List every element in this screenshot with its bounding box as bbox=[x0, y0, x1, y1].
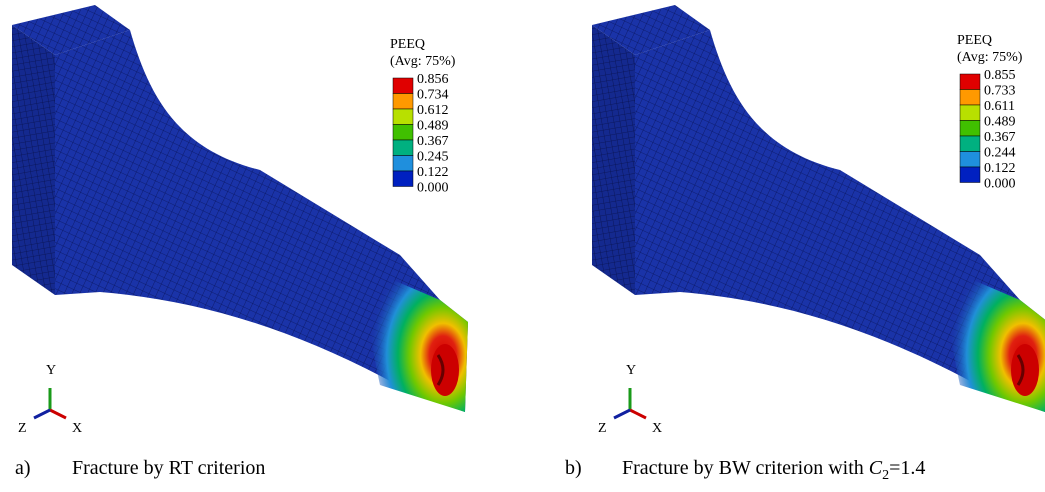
triad-label: Z bbox=[598, 421, 607, 436]
figure: PEEQ(Avg: 75%)0.8560.7340.6120.4890.3670… bbox=[0, 0, 1045, 487]
caption-text: Fracture by BW criterion with bbox=[622, 457, 869, 479]
legend-label: 0.122 bbox=[984, 161, 1016, 176]
triad-x bbox=[50, 410, 66, 418]
triad-label: Y bbox=[46, 363, 56, 378]
legend-swatch bbox=[960, 136, 980, 152]
caption: Fracture by BW criterion with C2=1.4 bbox=[622, 457, 925, 483]
triad-label: Z bbox=[18, 421, 27, 436]
legend-swatch bbox=[960, 74, 980, 90]
caption-prefix: a) bbox=[15, 457, 31, 479]
caption: Fracture by RT criterion bbox=[72, 457, 265, 479]
legend-swatch bbox=[393, 109, 413, 125]
legend-swatch bbox=[960, 105, 980, 121]
triad-z bbox=[614, 410, 630, 418]
legend-label: 0.489 bbox=[984, 115, 1016, 130]
legend-swatch bbox=[393, 156, 413, 172]
legend-title: (Avg: 75%) bbox=[957, 50, 1023, 65]
legend-swatch bbox=[960, 90, 980, 106]
legend-swatch bbox=[393, 78, 413, 94]
caption-suffix: =1.4 bbox=[889, 457, 925, 479]
triad-label: X bbox=[652, 421, 662, 436]
caption-variable: C bbox=[869, 457, 883, 479]
legend-label: 0.367 bbox=[984, 130, 1016, 145]
caption-subscript: 2 bbox=[882, 468, 889, 483]
legend-label: 0.367 bbox=[417, 134, 449, 149]
fe-model bbox=[592, 5, 1045, 412]
legend-swatch bbox=[960, 121, 980, 137]
triad-z bbox=[34, 410, 50, 418]
legend-label: 0.000 bbox=[984, 177, 1016, 192]
legend-swatch bbox=[960, 152, 980, 168]
triad-x bbox=[630, 410, 646, 418]
legend-swatch bbox=[393, 171, 413, 187]
legend-label: 0.733 bbox=[984, 84, 1016, 99]
caption-prefix: b) bbox=[565, 457, 582, 479]
legend-label: 0.855 bbox=[984, 68, 1016, 83]
legend-label: 0.000 bbox=[417, 181, 449, 196]
caption-text: Fracture by RT criterion bbox=[72, 457, 265, 479]
legend-swatch bbox=[960, 167, 980, 183]
legend-title: PEEQ bbox=[390, 37, 425, 52]
legend-label: 0.122 bbox=[417, 165, 449, 180]
legend-label: 0.489 bbox=[417, 119, 449, 134]
legend-label: 0.734 bbox=[417, 88, 449, 103]
legend-label: 0.856 bbox=[417, 72, 449, 87]
legend-swatch bbox=[393, 94, 413, 110]
legend-label: 0.611 bbox=[984, 99, 1015, 114]
legend-label: 0.244 bbox=[984, 146, 1016, 161]
legend-swatch bbox=[393, 125, 413, 141]
legend-swatch bbox=[393, 140, 413, 156]
legend-label: 0.245 bbox=[417, 150, 449, 165]
legend-label: 0.612 bbox=[417, 103, 449, 118]
triad-label: X bbox=[72, 421, 82, 436]
triad-label: Y bbox=[626, 363, 636, 378]
legend-title: (Avg: 75%) bbox=[390, 54, 456, 69]
legend-title: PEEQ bbox=[957, 33, 992, 48]
